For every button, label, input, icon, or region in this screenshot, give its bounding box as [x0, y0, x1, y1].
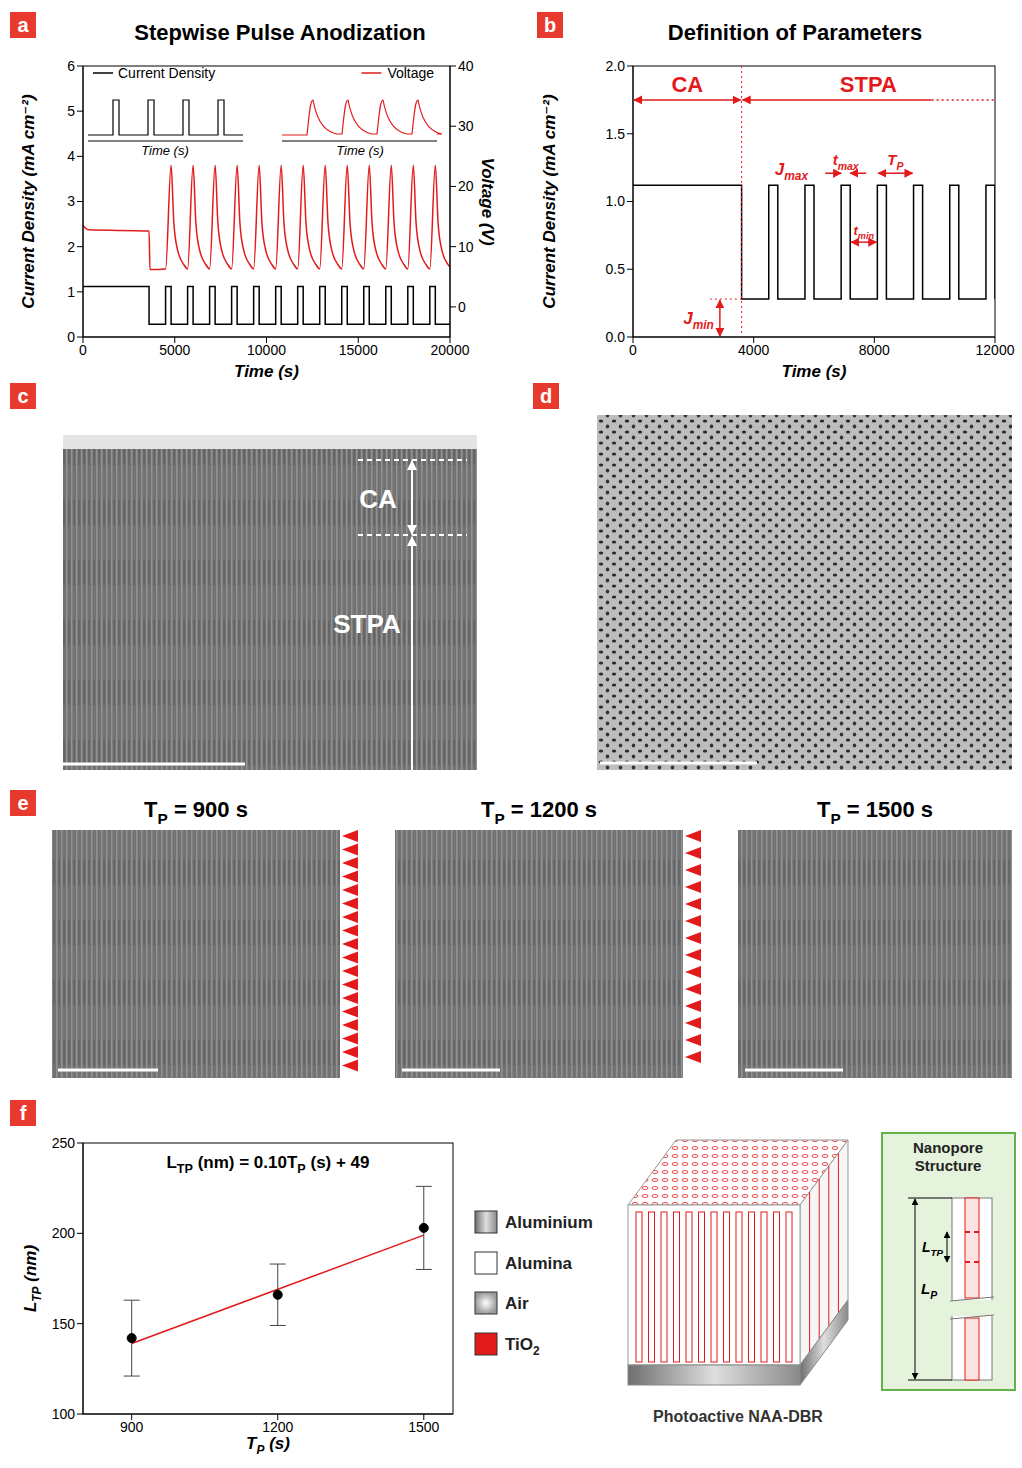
svg-text:15000: 15000 [339, 342, 378, 358]
svg-text:TP = 900 s: TP = 900 s [144, 797, 248, 827]
svg-text:1.5: 1.5 [606, 126, 626, 142]
svg-text:0: 0 [79, 342, 87, 358]
svg-text:TP: TP [887, 151, 904, 172]
svg-text:Photoactive NAA-DBR: Photoactive NAA-DBR [653, 1408, 823, 1425]
svg-text:150: 150 [52, 1316, 76, 1332]
svg-text:CA: CA [671, 72, 703, 97]
svg-text:2.0: 2.0 [606, 58, 626, 74]
svg-text:Jmax: Jmax [775, 160, 810, 183]
svg-text:LP: LP [921, 1280, 938, 1301]
svg-text:10000: 10000 [247, 342, 286, 358]
html-text:c: c [17, 385, 29, 407]
svg-text:Voltage (V): Voltage (V) [478, 157, 497, 245]
html-text:d: d [539, 385, 553, 407]
html-text:b: b [543, 14, 557, 36]
svg-text:Current Density (mA cm⁻²): Current Density (mA cm⁻²) [540, 94, 559, 309]
svg-text:Time (s): Time (s) [336, 143, 384, 158]
svg-text:0.5: 0.5 [606, 261, 626, 277]
svg-text:4: 4 [67, 148, 75, 164]
svg-text:Current Density: Current Density [118, 65, 215, 81]
svg-text:12000: 12000 [976, 342, 1015, 358]
svg-text:5000: 5000 [159, 342, 190, 358]
svg-text:1: 1 [67, 284, 75, 300]
svg-text:tmax: tmax [833, 151, 860, 172]
svg-text:20: 20 [458, 178, 474, 194]
svg-text:STPA: STPA [333, 609, 401, 639]
svg-text:TP = 1500 s: TP = 1500 s [817, 797, 933, 827]
svg-text:0: 0 [67, 329, 75, 345]
svg-text:40: 40 [458, 58, 474, 74]
svg-text:TP = 1200 s: TP = 1200 s [481, 797, 597, 827]
html-text:f: f [19, 1102, 27, 1124]
svg-text:8000: 8000 [859, 342, 890, 358]
svg-text:Nanopore: Nanopore [913, 1139, 983, 1156]
svg-text:100: 100 [52, 1406, 76, 1422]
svg-text:Time (s): Time (s) [141, 143, 189, 158]
svg-text:TiO2: TiO2 [505, 1335, 540, 1358]
svg-text:Voltage: Voltage [387, 65, 434, 81]
svg-text:1.0: 1.0 [606, 193, 626, 209]
svg-text:LTP (nm): LTP (nm) [21, 1245, 44, 1312]
svg-text:200: 200 [52, 1225, 76, 1241]
svg-text:3: 3 [67, 193, 75, 209]
svg-text:Time (s): Time (s) [782, 362, 847, 381]
svg-text:30: 30 [458, 118, 474, 134]
svg-text:STPA: STPA [840, 72, 897, 97]
svg-text:20000: 20000 [431, 342, 470, 358]
svg-text:Aluminium: Aluminium [505, 1213, 593, 1232]
svg-text:6: 6 [67, 58, 75, 74]
svg-text:TP (s): TP (s) [246, 1434, 290, 1457]
html-text:e: e [17, 792, 29, 814]
svg-text:tmin: tmin [854, 223, 875, 241]
svg-text:Air: Air [505, 1294, 529, 1313]
html-text:Definition of Parameters: Definition of Parameters [667, 20, 923, 45]
svg-text:900: 900 [120, 1419, 144, 1435]
svg-text:2: 2 [67, 239, 75, 255]
svg-text:250: 250 [52, 1135, 76, 1151]
svg-text:Jmin: Jmin [683, 309, 714, 332]
svg-text:LTP: LTP [922, 1239, 944, 1258]
svg-text:10: 10 [458, 239, 474, 255]
svg-text:4000: 4000 [738, 342, 769, 358]
svg-text:Structure: Structure [915, 1157, 982, 1174]
svg-text:CA: CA [359, 484, 397, 514]
svg-text:0: 0 [629, 342, 637, 358]
html-text:Stepwise Pulse Anodization: Stepwise Pulse Anodization [134, 20, 426, 45]
svg-text:0.0: 0.0 [606, 329, 626, 345]
svg-text:Current Density (mA cm⁻²): Current Density (mA cm⁻²) [19, 94, 38, 309]
html-text:a: a [17, 14, 29, 36]
svg-text:0: 0 [458, 299, 466, 315]
svg-text:LTP (nm) = 0.10TP (s) + 49: LTP (nm) = 0.10TP (s) + 49 [166, 1153, 369, 1176]
svg-text:Alumina: Alumina [505, 1254, 573, 1273]
svg-text:5: 5 [67, 103, 75, 119]
svg-text:Time (s): Time (s) [234, 362, 299, 381]
svg-text:1200: 1200 [262, 1419, 293, 1435]
svg-text:1500: 1500 [408, 1419, 439, 1435]
